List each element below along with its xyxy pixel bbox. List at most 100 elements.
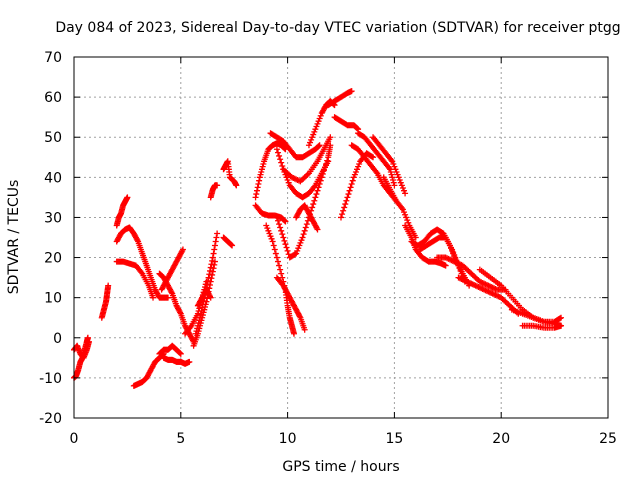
- data-point: [304, 217, 311, 224]
- data-point: [177, 309, 184, 316]
- series-arc-d: [113, 194, 131, 229]
- data-point: [297, 239, 304, 246]
- data-point: [442, 262, 449, 269]
- data-point: [214, 182, 221, 189]
- series-arc-aq: [519, 322, 565, 331]
- data-point: [302, 224, 309, 231]
- data-point: [193, 328, 200, 335]
- data-point: [356, 160, 363, 167]
- data-point: [268, 235, 275, 242]
- data-point: [269, 238, 276, 245]
- data-point: [203, 298, 210, 305]
- data-point: [311, 128, 318, 135]
- data-point: [263, 222, 270, 229]
- data-point: [314, 120, 321, 127]
- y-tick-label: -20: [39, 411, 62, 427]
- data-point: [197, 311, 204, 318]
- data-point: [255, 181, 262, 188]
- data-point: [281, 217, 288, 224]
- data-point: [205, 274, 212, 281]
- data-point: [295, 245, 302, 252]
- series-arc-ae: [338, 150, 377, 221]
- series-arc-v: [273, 274, 308, 333]
- data-point: [313, 225, 320, 232]
- data-point: [401, 187, 408, 194]
- data-point: [300, 231, 307, 238]
- data-point: [253, 191, 260, 198]
- data-point: [213, 234, 220, 241]
- data-point: [399, 185, 406, 192]
- data-point: [299, 234, 306, 241]
- data-point: [198, 308, 205, 315]
- data-point: [280, 234, 287, 241]
- data-point: [282, 241, 289, 248]
- data-point: [270, 242, 277, 249]
- data-point: [271, 246, 278, 253]
- series-arc-i: [160, 354, 193, 367]
- data-point: [344, 194, 351, 201]
- y-tick-label: 70: [44, 50, 62, 66]
- data-point: [305, 142, 312, 149]
- data-point: [272, 250, 279, 257]
- data-point: [285, 179, 292, 186]
- series-arc-k: [156, 270, 197, 345]
- data-point: [556, 315, 563, 322]
- data-point: [187, 324, 194, 331]
- data-point: [279, 231, 286, 238]
- data-point: [312, 194, 319, 201]
- data-point: [197, 314, 204, 321]
- data-point: [315, 184, 322, 191]
- data-point: [211, 261, 218, 268]
- data-point: [317, 112, 324, 119]
- series-arc-q: [220, 158, 240, 189]
- data-point: [296, 313, 303, 320]
- data-point: [256, 177, 263, 184]
- series-arc-f: [113, 258, 157, 301]
- data-point: [277, 266, 284, 273]
- data-point: [196, 317, 203, 324]
- data-point: [258, 166, 265, 173]
- data-point: [164, 294, 171, 301]
- data-point: [278, 159, 285, 166]
- data-point: [194, 322, 201, 329]
- data-point: [402, 211, 409, 218]
- data-point: [278, 227, 285, 234]
- data-point: [341, 204, 348, 211]
- data-point: [206, 271, 213, 278]
- y-tick-label: 60: [44, 90, 62, 106]
- data-point: [315, 118, 322, 125]
- series-arc-w: [273, 142, 334, 261]
- series-arc-p: [207, 182, 221, 201]
- series-arc-t: [252, 202, 289, 225]
- data-point: [293, 250, 300, 257]
- data-point: [345, 191, 352, 198]
- data-point: [208, 275, 215, 282]
- series-arc-z: [280, 134, 334, 185]
- y-tick-label: 20: [44, 251, 62, 267]
- data-point: [394, 171, 401, 178]
- data-point: [207, 294, 214, 301]
- series-arc-s: [252, 140, 289, 201]
- data-point: [390, 179, 397, 186]
- y-tick-label: 40: [44, 170, 62, 186]
- data-point: [273, 254, 280, 261]
- data-point: [279, 274, 286, 281]
- axis-ticks: 0 5 10 15 20 25 -20 -10 0 10 20 30 40 50 60 70: [39, 50, 617, 447]
- data-point: [192, 330, 199, 337]
- data-point: [405, 219, 412, 226]
- data-point: [355, 163, 362, 170]
- data-point: [314, 187, 321, 194]
- data-point: [311, 183, 318, 190]
- series-arc-ab: [305, 98, 338, 149]
- data-point: [210, 265, 217, 272]
- x-tick-label: 20: [492, 431, 510, 447]
- series-arc-c: [98, 282, 112, 321]
- data-point: [310, 131, 317, 138]
- data-point: [347, 184, 354, 191]
- data-point: [186, 358, 193, 365]
- data-point: [301, 326, 308, 333]
- data-point: [457, 267, 464, 274]
- data-point: [387, 168, 394, 175]
- series-arc-h: [156, 342, 184, 357]
- data-point: [207, 264, 214, 271]
